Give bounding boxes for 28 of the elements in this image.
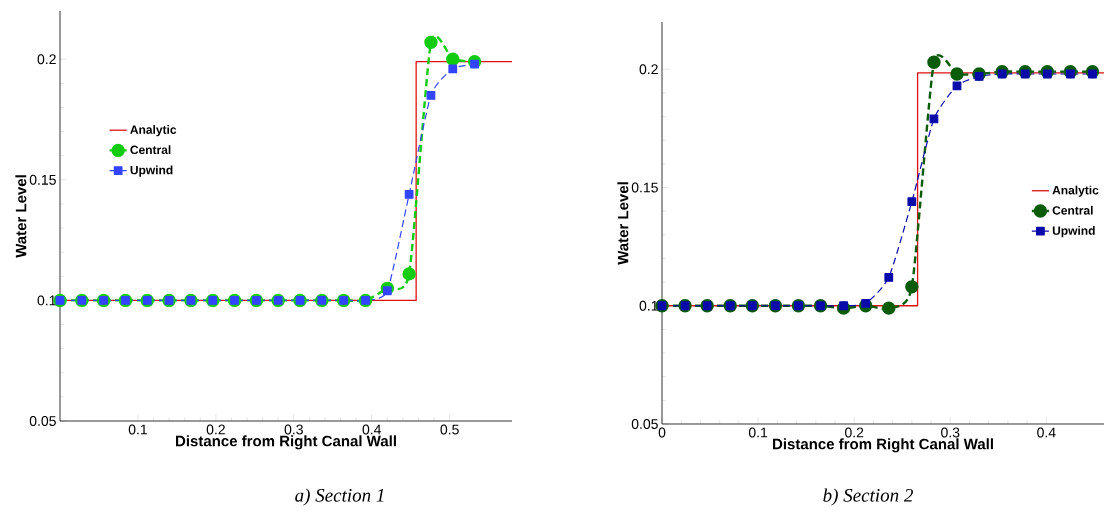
y-tick-label: 0.15 — [631, 182, 658, 193]
x-axis-title: Distance from Right Canal Wall — [176, 435, 396, 450]
x-tick-label: 0.3 — [284, 424, 303, 435]
x-tick-label: 0.4 — [362, 424, 382, 435]
y-tick-label: 0.15 — [29, 174, 56, 185]
legend-label: Upwind — [1052, 226, 1095, 238]
y-tick-label: 0.2 — [37, 54, 56, 65]
x-tick-label: 0.2 — [845, 427, 864, 438]
legend-label: Central — [130, 145, 171, 155]
text: a) Section 1 — [295, 488, 384, 506]
x-tick-label: 0.2 — [206, 424, 225, 435]
y-axis-title: Water Level — [617, 182, 629, 265]
x-tick-label: 0.4 — [1037, 427, 1056, 438]
y-axis-title: Water Level — [15, 175, 27, 258]
x-tick-label: 0.3 — [941, 427, 960, 438]
y-tick-label: 0.2 — [639, 64, 658, 75]
x-axis-title: Distance from Right Canal Wall — [773, 438, 993, 453]
x-tick-label: 0.1 — [128, 424, 147, 435]
legend-label: Upwind — [130, 165, 173, 177]
y-tick-label: 0.05 — [631, 419, 658, 429]
x-tick-label: 0.5 — [440, 424, 459, 435]
x-tick-label: 0.1 — [748, 427, 768, 438]
legend-label: Central — [1052, 205, 1093, 215]
legend-label: Analytic — [1052, 185, 1099, 197]
legend-label: Analytic — [130, 125, 177, 137]
x-tick-label: 0 — [658, 427, 666, 438]
y-tick-label: 0.05 — [29, 416, 56, 426]
text: b) Section 2 — [823, 488, 913, 506]
